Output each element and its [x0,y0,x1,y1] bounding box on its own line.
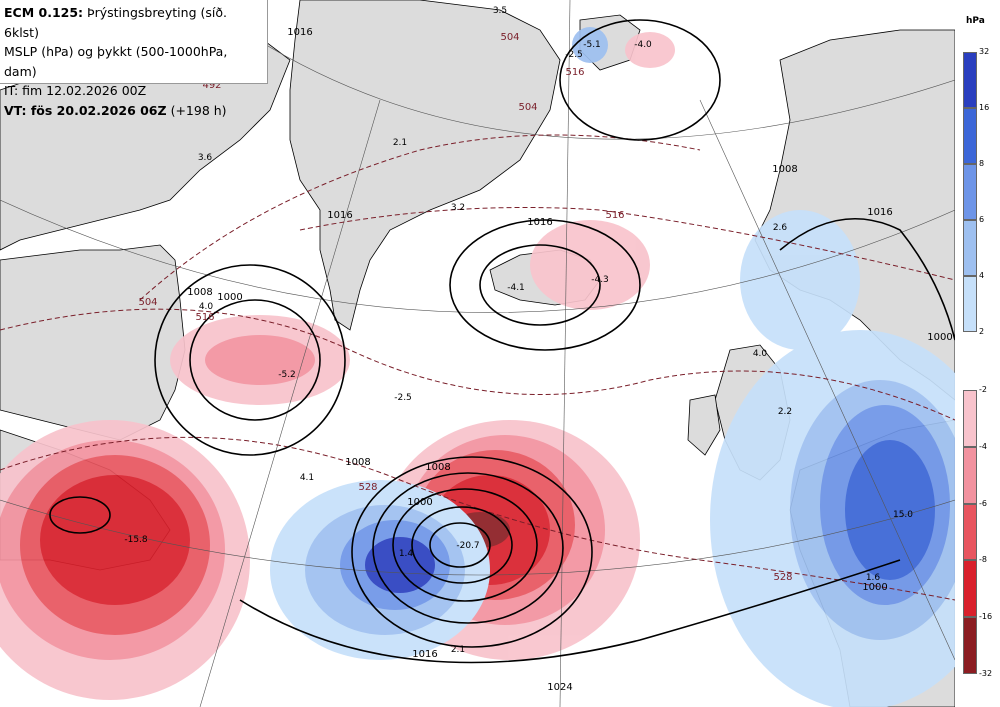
isobar-label: 1016 [327,210,352,221]
legend-label-negative: -16 [979,612,993,622]
legend-label-positive: 2 [979,327,985,336]
isobar-label: 1016 [527,217,552,228]
isobars [49,19,955,664]
isobar-label: 1008 [425,462,450,473]
legend-label-positive: 8 [979,159,985,168]
legend-box-negative [963,617,977,674]
tendency-label: 2.1 [393,138,407,148]
tendency-label: -5.2 [278,370,296,380]
land-scandinavia [754,29,955,401]
legend-label-negative: -6 [979,498,987,508]
tendency-label: 3.2 [451,203,465,213]
field1-label: Þrýstingsbreyting (síð. 6klst) [4,5,227,40]
thickness-label: 492 [202,80,221,91]
legend-box-positive [963,276,977,332]
legend-label-positive: 4 [979,271,985,280]
thickness-label: 516 [195,312,214,323]
tendency-label: 3.5 [493,6,507,16]
legend-box-negative [963,503,977,561]
tendency-label: 2.6 [773,223,788,233]
tendency-label: -2.5 [394,393,412,403]
tendency-label: 1.6 [866,573,881,583]
thickness-label: 504 [518,102,537,113]
isobar-label: 1008 [187,287,212,298]
tendency-label: -5.1 [583,40,601,50]
legend-box-positive [963,108,977,164]
color-legend [955,0,1000,707]
isobar-label: 1008 [772,164,797,175]
tendency-label: 4.0 [199,302,214,312]
land-ireland [687,394,721,456]
isobar-label: 1000 [407,497,432,508]
isobar-label: 1000 [927,332,952,343]
tendency-label: 4.1 [300,473,314,483]
thickness-label: 504 [138,297,157,308]
isobar-label: 1024 [547,682,572,693]
graticule [0,0,955,707]
tendency-label: 3.6 [198,153,213,163]
legend-label-negative: -32 [979,669,993,678]
valid-time: VT: fös 20.02.2026 06Z [4,102,167,118]
tendency-label: -2.5 [565,50,583,60]
legend-label-positive: 32 [979,47,990,56]
legend-label-positive: 6 [979,215,985,224]
isobar-label: 1000 [217,292,242,303]
thickness-label: 528 [773,572,792,583]
tendency-label: -4.3 [591,275,609,285]
legend-label-negative: -8 [979,555,987,565]
tendency-label: 2.2 [778,407,792,417]
thickness-contours [0,134,955,601]
legend-box-negative [963,390,977,447]
legend-box-negative [963,560,977,618]
legend-box-negative [963,446,977,504]
tendency-label: 2.1 [451,645,465,655]
legend-label-negative: -4 [979,441,987,451]
tendency-label: -4.1 [507,283,525,293]
tendency-label: -15.8 [124,535,148,545]
weather-map: 1016 1016 1008 1000 1016 1016 1008 1000 1016 1008… [0,0,955,707]
thickness-label: 528 [358,482,377,493]
field2-label: MSLP (hPa) og þykkt (500-1000hPa, dam) [4,44,228,79]
init-time: IT: fim 12.02.2026 00Z [4,83,147,98]
tendency-label: 1.4 [399,549,414,559]
legend-label-positive: 16 [979,103,990,112]
thickness-label: 516 [565,67,584,78]
map-title-box: ECM 0.125: Þrýstingsbreyting (síð. 6klst… [0,0,268,118]
legend-box-positive [963,220,977,276]
tendency-label: -20.7 [456,541,479,551]
legend-unit: hPa [966,16,985,26]
land-greenland [289,0,561,331]
isobar-label: 1016 [412,649,437,660]
model-label: ECM 0.125: [4,5,84,20]
thickness-label: 516 [605,210,624,221]
forecast-hour: (+198 h) [170,102,227,118]
tendency-label: 4.0 [753,349,768,359]
isobar-label: 1016 [867,207,892,218]
isobar-label: 1000 [862,582,887,593]
legend-box-positive [963,164,977,220]
isobar-label: 1008 [345,457,370,468]
tendency-label: -4.0 [634,40,652,50]
tendency-label: 15.0 [893,510,913,520]
legend-box-positive [963,52,977,108]
isobar-label: 1016 [287,27,312,38]
thickness-label: 504 [500,32,519,43]
legend-label-negative: -2 [979,385,987,394]
